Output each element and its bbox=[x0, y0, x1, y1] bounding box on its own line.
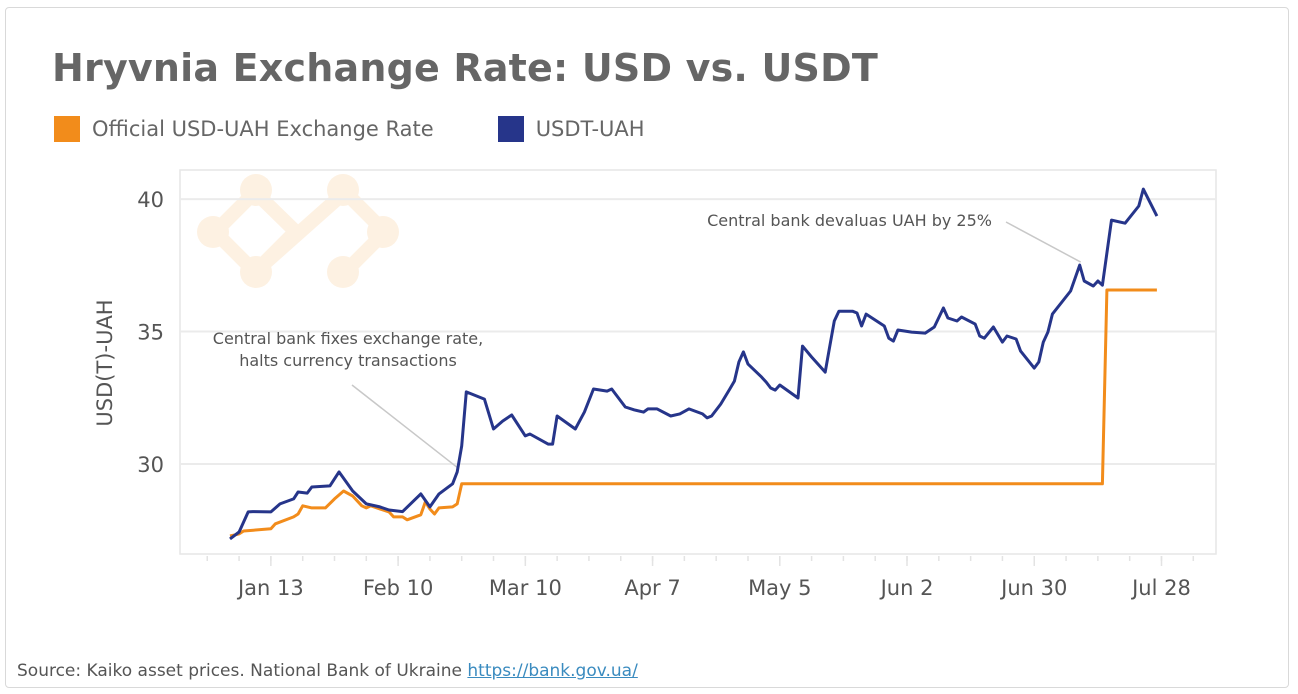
watermark-node bbox=[240, 174, 272, 206]
watermark-stroke bbox=[250, 186, 350, 278]
watermark-node bbox=[367, 216, 399, 248]
annotation-leader bbox=[351, 384, 459, 469]
source-link[interactable]: https://bank.gov.ua/ bbox=[467, 661, 638, 681]
x-tick-label: May 5 bbox=[748, 576, 811, 600]
watermark-node bbox=[327, 174, 359, 206]
y-tick-label: 30 bbox=[137, 453, 164, 477]
y-tick-label: 40 bbox=[137, 188, 164, 212]
x-axis: Jan 13 Feb 10 Mar 10 Apr 7 May 5 Jun 2 Jun 30 J… bbox=[206, 556, 1195, 600]
series-line-official-usd-uah bbox=[229, 288, 1157, 538]
x-tick-label: Jul 28 bbox=[1130, 576, 1191, 600]
x-tick-label: Jan 13 bbox=[236, 576, 304, 600]
x-tick-label: Feb 10 bbox=[363, 576, 434, 600]
grid bbox=[179, 169, 1217, 555]
watermark-node bbox=[240, 256, 272, 288]
series-line-usdt-uah bbox=[229, 187, 1159, 541]
legend-item-usdt[interactable]: USDT-UAH bbox=[497, 116, 645, 142]
plot-area bbox=[179, 169, 1217, 555]
legend-label-official: Official USD-UAH Exchange Rate bbox=[92, 117, 434, 141]
y-axis-label: USD(T)-UAH bbox=[93, 299, 117, 426]
annotation-text: halts currency transactions bbox=[239, 351, 457, 370]
x-tick-label: Apr 7 bbox=[624, 576, 680, 600]
x-tick-label: Mar 10 bbox=[489, 576, 562, 600]
watermark-logo bbox=[197, 174, 399, 288]
source-footer: Source: Kaiko asset prices. National Ban… bbox=[17, 661, 638, 681]
annotation-text: Central bank devaluas UAH by 25% bbox=[707, 211, 992, 230]
watermark-node bbox=[327, 256, 359, 288]
x-tick-label: Jun 2 bbox=[879, 576, 934, 600]
x-tick-label: Jun 30 bbox=[999, 576, 1067, 600]
y-tick-label: 35 bbox=[137, 321, 164, 345]
legend-item-official[interactable]: Official USD-UAH Exchange Rate bbox=[54, 116, 434, 142]
legend-swatch-official bbox=[54, 116, 80, 142]
source-text: Source: Kaiko asset prices. National Ban… bbox=[17, 661, 462, 681]
chart-title: Hryvnia Exchange Rate: USD vs. USDT bbox=[52, 46, 878, 90]
legend-label-usdt: USDT-UAH bbox=[535, 117, 645, 141]
legend: Official USD-UAH Exchange Rate USDT-UAH bbox=[54, 116, 709, 142]
annotation-leader bbox=[1005, 221, 1082, 263]
y-axis: 30 35 40 bbox=[137, 188, 164, 477]
watermark-node bbox=[197, 216, 229, 248]
chart-frame bbox=[5, 7, 1289, 688]
series bbox=[229, 187, 1159, 541]
annotation-text: Central bank fixes exchange rate, bbox=[213, 329, 483, 348]
annotations: Central bank fixes exchange rate, halts c… bbox=[213, 211, 1082, 469]
legend-swatch-usdt bbox=[497, 116, 524, 142]
